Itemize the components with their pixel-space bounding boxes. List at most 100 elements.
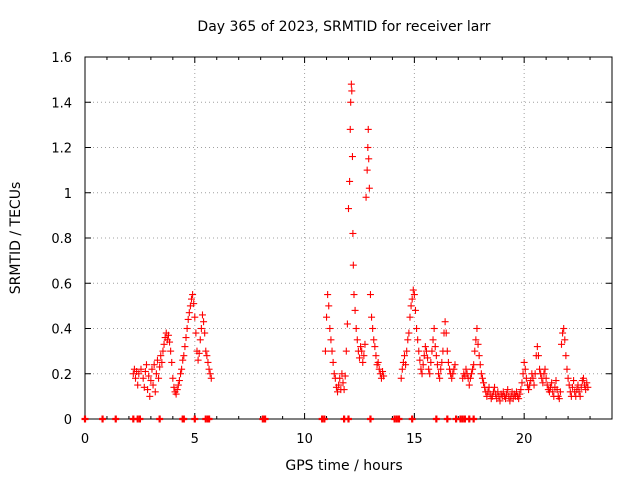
data-point (191, 415, 199, 423)
x-tick-label: 10 (296, 432, 313, 447)
data-point (203, 352, 211, 360)
y-tick-label: 1.2 (51, 142, 72, 157)
data-point (562, 352, 570, 360)
data-point (471, 347, 479, 355)
data-point (137, 365, 145, 373)
data-point (351, 306, 359, 314)
data-point (156, 363, 164, 371)
data-point (467, 370, 475, 378)
data-point (184, 315, 192, 323)
data-point (428, 347, 436, 355)
data-point (175, 377, 183, 385)
data-point (168, 358, 176, 366)
data-point (469, 365, 477, 373)
y-axis-label: SRMTID / TECUs (8, 182, 24, 295)
data-point (167, 347, 175, 355)
y-tick-label: 0.2 (51, 368, 72, 383)
data-point (406, 313, 414, 321)
data-point (189, 291, 197, 299)
data-point (144, 386, 152, 394)
data-point (448, 374, 456, 382)
data-point (205, 415, 213, 423)
data-point (198, 311, 206, 319)
data-point (427, 358, 435, 366)
data-point (411, 306, 419, 314)
data-point (139, 374, 147, 382)
data-point (515, 395, 523, 403)
data-point (181, 343, 189, 351)
data-point (563, 365, 571, 373)
data-point (327, 336, 335, 344)
data-point (142, 361, 150, 369)
data-point (362, 193, 370, 201)
data-point (402, 361, 410, 369)
y-tick-label: 1.4 (51, 96, 72, 111)
data-point (374, 358, 382, 366)
data-point (147, 377, 155, 385)
y-tick-label: 0.4 (51, 323, 72, 338)
data-point (542, 374, 550, 382)
y-tick-label: 0.6 (51, 277, 72, 292)
y-tick-label: 0 (64, 413, 72, 428)
data-point (134, 381, 142, 389)
data-point (151, 388, 159, 396)
data-point (520, 358, 528, 366)
data-point (530, 381, 538, 389)
data-point (205, 365, 213, 373)
data-point (145, 372, 153, 380)
data-point (408, 415, 416, 423)
data-point (364, 125, 372, 133)
data-point (261, 415, 269, 423)
data-point (496, 397, 504, 405)
data-point (204, 358, 212, 366)
data-point (345, 205, 352, 213)
data-point (405, 329, 413, 337)
data-point (477, 370, 485, 378)
data-point (342, 347, 350, 355)
data-point (353, 336, 361, 344)
data-point (358, 347, 366, 355)
data-point (470, 415, 478, 423)
data-point (475, 352, 483, 360)
data-point (200, 318, 208, 326)
data-point (349, 229, 357, 237)
data-point (404, 336, 412, 344)
data-point (564, 374, 572, 382)
data-point (195, 349, 203, 357)
data-point (158, 358, 166, 366)
data-point (187, 295, 195, 303)
data-point (575, 388, 583, 396)
data-point (559, 329, 567, 337)
x-tick-label: 5 (191, 432, 199, 447)
data-point (435, 370, 443, 378)
data-point (341, 372, 349, 380)
data-point (207, 374, 215, 382)
data-point (433, 361, 441, 369)
data-point (368, 313, 376, 321)
data-point (473, 325, 481, 332)
data-point (365, 155, 373, 163)
data-point (432, 352, 440, 360)
x-tick-label: 20 (516, 432, 533, 447)
data-point (380, 372, 388, 380)
data-point (491, 383, 499, 391)
data-point (408, 295, 416, 303)
data-point (533, 343, 541, 351)
data-point (347, 80, 355, 88)
data-point (197, 325, 205, 332)
data-point (159, 347, 167, 355)
data-point (432, 415, 440, 423)
data-point (355, 354, 363, 362)
data-point (525, 386, 533, 394)
data-point (324, 291, 332, 299)
data-point (173, 386, 181, 394)
grid (85, 57, 612, 419)
data-point (359, 358, 367, 366)
data-point (365, 184, 373, 192)
data-point (424, 354, 432, 362)
data-point (416, 356, 424, 364)
data-point (336, 374, 344, 382)
data-point (541, 365, 549, 373)
data-point (441, 318, 449, 326)
data-point (357, 343, 365, 351)
